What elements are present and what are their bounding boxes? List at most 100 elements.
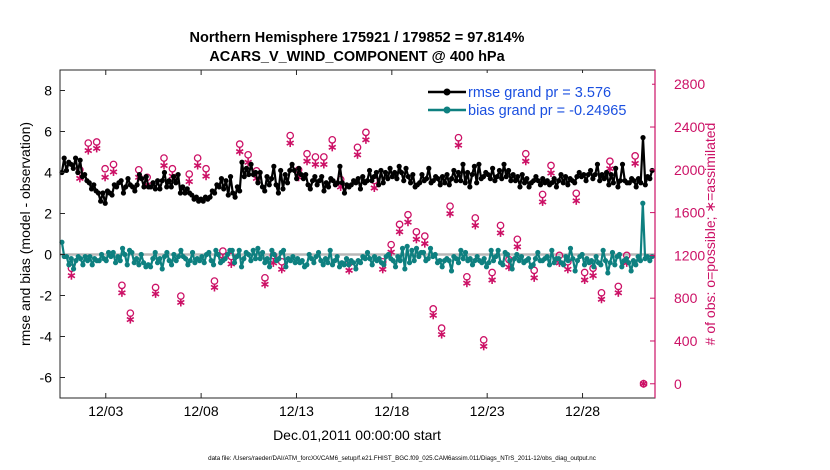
rmse-point — [535, 178, 541, 184]
rmse-point — [505, 167, 512, 174]
bias-point — [551, 260, 557, 266]
y2-tick-label: 800 — [674, 290, 698, 306]
obs-possible-marker — [496, 221, 505, 230]
bias-point — [283, 264, 289, 270]
bias-point — [234, 253, 240, 260]
y2-tick-label: 2000 — [674, 162, 705, 178]
bias-point — [238, 264, 245, 270]
rmse-point — [631, 178, 637, 184]
rmse-point — [239, 159, 245, 165]
bias-point — [535, 249, 541, 256]
y-tick-label: 6 — [44, 124, 52, 140]
x-tick-label: 12/23 — [470, 403, 505, 419]
obs-assimilated-marker — [547, 169, 555, 178]
rmse-point — [246, 171, 252, 178]
bias-point — [187, 258, 193, 264]
bias-point — [171, 251, 177, 258]
bias-point — [89, 262, 95, 268]
obs-possible-marker — [193, 154, 202, 162]
bias-point — [649, 253, 655, 260]
obs-possible-marker — [168, 164, 177, 173]
y2-tick-label: 0 — [674, 376, 682, 392]
bias-point — [612, 262, 618, 268]
rmse-point — [453, 178, 459, 184]
bias-point — [105, 249, 112, 256]
rmse-point — [403, 165, 409, 171]
rmse-point — [423, 176, 430, 182]
bias-point — [63, 253, 70, 260]
rmse-point — [521, 180, 528, 186]
y-tick-label: -6 — [40, 370, 53, 386]
y-tick-label: 2 — [44, 206, 52, 222]
bias-point — [229, 247, 235, 253]
rmse-point — [278, 167, 284, 174]
rmse-point — [419, 171, 425, 178]
bias-point — [341, 262, 347, 268]
rmse-point — [590, 176, 596, 182]
bias-point — [427, 245, 434, 251]
bias-point — [462, 249, 469, 256]
rmse-point — [348, 182, 354, 188]
bias-point — [168, 262, 175, 268]
bias-point — [609, 249, 616, 256]
bias-point — [322, 256, 329, 262]
obs-possible-marker — [420, 232, 429, 240]
bias-point — [304, 262, 310, 268]
bias-point — [224, 251, 231, 258]
bias-point — [222, 256, 228, 262]
bias-point — [112, 260, 119, 266]
rmse-point — [223, 178, 229, 184]
bias-point — [294, 256, 301, 262]
bias-point — [115, 253, 121, 260]
bias-point — [129, 249, 135, 256]
x-tick-label: 12/03 — [88, 403, 123, 419]
bias-point — [455, 260, 462, 266]
rmse-point — [380, 180, 386, 186]
rmse-point — [114, 184, 120, 190]
rmse-point — [594, 161, 601, 167]
obs-assimilated-marker — [589, 271, 597, 280]
rmse-point — [237, 188, 243, 194]
bias-point — [474, 253, 480, 260]
obs-assimilated-marker — [479, 342, 488, 351]
bias-point — [266, 264, 273, 270]
bias-point — [570, 256, 576, 262]
y-axis-label: rmse and bias (model - observation) — [17, 122, 33, 346]
rmse-point — [155, 178, 161, 184]
bias-point — [334, 253, 340, 260]
rmse-point — [159, 178, 165, 184]
obs-assimilated-marker — [328, 143, 337, 152]
bias-point — [425, 256, 431, 262]
bias-point — [493, 253, 499, 260]
obs-possible-marker — [572, 189, 581, 198]
rmse-point — [360, 174, 366, 180]
x-tick-label: 12/28 — [565, 403, 600, 419]
bias-point — [182, 256, 189, 262]
rmse-point — [382, 169, 389, 176]
bias-point — [591, 264, 597, 270]
bias-point — [397, 258, 403, 264]
rmse-point — [487, 176, 493, 182]
bias-point — [173, 258, 179, 264]
obs-possible-marker — [244, 150, 252, 159]
bias-point — [479, 260, 485, 266]
bias-point — [518, 253, 525, 260]
rmse-point — [180, 184, 186, 190]
rmse-point — [125, 176, 131, 182]
obs-possible-marker — [395, 220, 404, 229]
rmse-point — [417, 180, 423, 186]
bias-point — [255, 245, 261, 251]
bias-point — [495, 247, 501, 253]
obs-assimilated-marker — [118, 288, 126, 297]
rmse-point — [68, 161, 74, 167]
obs-assimilated-marker — [261, 280, 269, 289]
bias-point — [290, 253, 296, 260]
obs-possible-marker — [319, 153, 328, 161]
bias-point — [241, 256, 247, 262]
bias-point — [343, 256, 350, 262]
rmse-point — [405, 174, 411, 180]
rmse-point — [227, 174, 234, 180]
rmse-point — [556, 178, 562, 184]
rmse-point — [540, 176, 546, 182]
obs-assimilated-marker — [193, 161, 202, 170]
